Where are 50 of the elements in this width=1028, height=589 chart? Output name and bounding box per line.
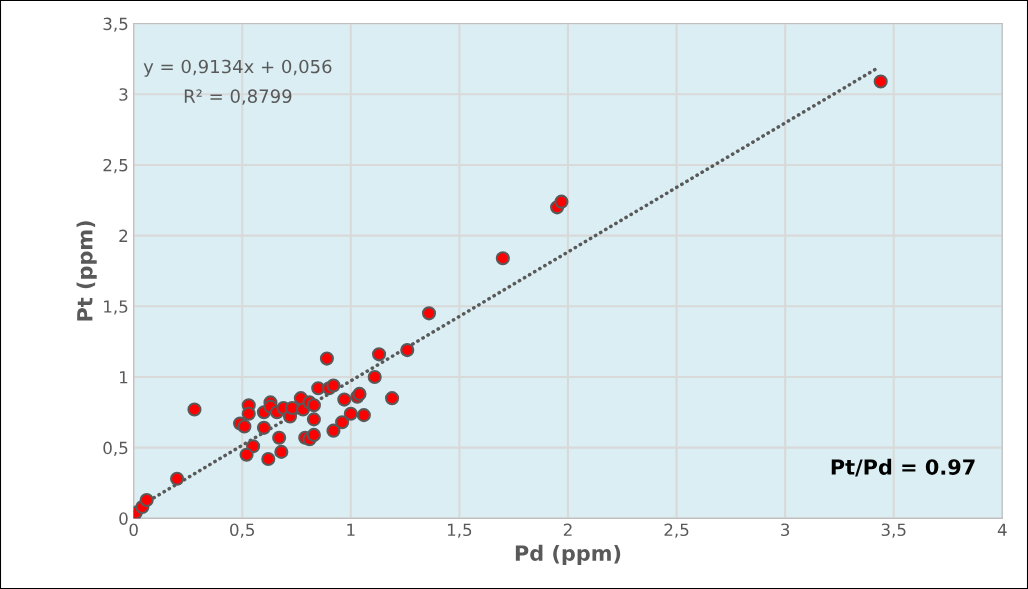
point	[319, 351, 334, 366]
point	[306, 427, 321, 442]
annotation: y = 0,9134x + 0,056	[143, 59, 332, 77]
x-tick-label: 0	[129, 523, 138, 537]
point	[873, 74, 888, 89]
point	[385, 391, 400, 406]
x-tick-label: 2	[563, 523, 572, 536]
y-tick-label: 3	[119, 88, 128, 101]
point	[335, 415, 350, 430]
x-axis-title: Pd (ppm)	[515, 544, 621, 566]
annotation: R² = 0,8799	[184, 89, 292, 105]
point	[356, 408, 371, 423]
y-tick-label: 1,5	[104, 300, 128, 315]
point	[367, 369, 382, 385]
point	[239, 447, 254, 462]
point	[187, 402, 202, 417]
x-tick-label: 3,5	[881, 523, 906, 538]
x-tick-label: 4	[997, 523, 1007, 536]
point	[371, 347, 387, 362]
point	[495, 251, 510, 266]
point	[400, 343, 415, 358]
point	[421, 306, 437, 321]
annotation: Pt/Pd = 0.97	[831, 458, 975, 477]
x-tick-label: 1	[347, 523, 355, 536]
point	[326, 378, 341, 393]
y-axis-title: Pt (ppm)	[76, 221, 97, 321]
point	[274, 444, 289, 459]
y-tick-label: 1	[120, 371, 128, 384]
y-tick-label: 2	[119, 229, 128, 242]
point	[170, 471, 185, 486]
y-tick-label: 3,5	[103, 17, 128, 32]
x-tick-label: 0,5	[230, 523, 255, 538]
point	[139, 492, 154, 507]
point	[237, 419, 252, 434]
point	[306, 412, 321, 427]
point	[343, 406, 358, 421]
point	[337, 392, 352, 407]
x-tick-label: 3	[781, 523, 790, 537]
point	[261, 451, 276, 466]
point	[554, 194, 569, 209]
point	[256, 420, 271, 435]
x-tick-label: 1,5	[447, 523, 472, 538]
point	[241, 406, 256, 421]
x-tick-label: 2,5	[664, 523, 689, 538]
point	[306, 398, 321, 413]
y-tick-label: 2,5	[103, 158, 128, 174]
y-tick-label: 0	[119, 512, 128, 525]
y-tick-label: 0,5	[103, 441, 128, 456]
point	[326, 423, 341, 438]
point	[272, 430, 287, 445]
